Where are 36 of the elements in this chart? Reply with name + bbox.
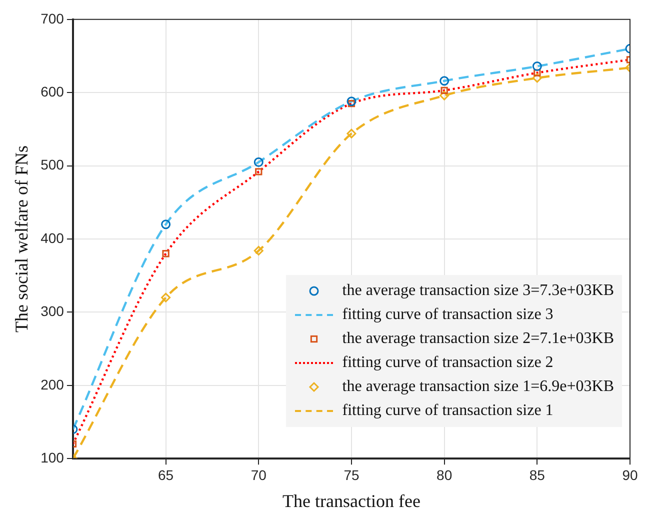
y-tick-label: 600 — [40, 83, 64, 100]
point — [532, 73, 542, 83]
legend-label: the average transaction size 1=6.9e+03KB — [342, 377, 614, 397]
legend-label: fitting curve of transaction size 1 — [342, 401, 554, 421]
point — [161, 292, 171, 302]
legend-label: the average transaction size 3=7.3e+03KB — [342, 281, 614, 301]
point — [161, 220, 171, 230]
legend-label: fitting curve of transaction size 3 — [342, 305, 554, 325]
y-tick-label: 300 — [40, 303, 64, 320]
y-tick-label: 500 — [40, 156, 64, 173]
x-axis-title: The transaction fee — [282, 490, 420, 511]
point — [440, 86, 448, 94]
y-tick-label: 200 — [40, 376, 64, 392]
y-tick-label: 400 — [40, 230, 64, 246]
point — [254, 246, 264, 256]
point — [254, 157, 264, 167]
point — [346, 128, 356, 138]
point — [348, 100, 356, 108]
point — [346, 96, 356, 106]
x-tick-label: 65 — [158, 466, 174, 483]
point — [440, 76, 450, 86]
y-tick-label: 700 — [40, 10, 64, 26]
point — [532, 62, 542, 71]
x-tick-label: 85 — [529, 466, 546, 483]
point — [162, 250, 170, 258]
point — [534, 69, 541, 76]
point — [255, 168, 262, 176]
point — [440, 90, 450, 100]
x-tick-label: 75 — [344, 466, 360, 483]
x-tick-label: 90 — [622, 466, 638, 483]
legend-label: the average transaction size 2=7.1e+03KB — [342, 329, 614, 349]
x-tick-label: 80 — [436, 466, 452, 483]
y-tick-label: 100 — [40, 449, 64, 466]
x-tick-label: 70 — [250, 466, 267, 483]
legend-label: fitting curve of transaction size 2 — [342, 353, 554, 373]
y-axis-title: The social welfare of FNs — [12, 146, 32, 332]
